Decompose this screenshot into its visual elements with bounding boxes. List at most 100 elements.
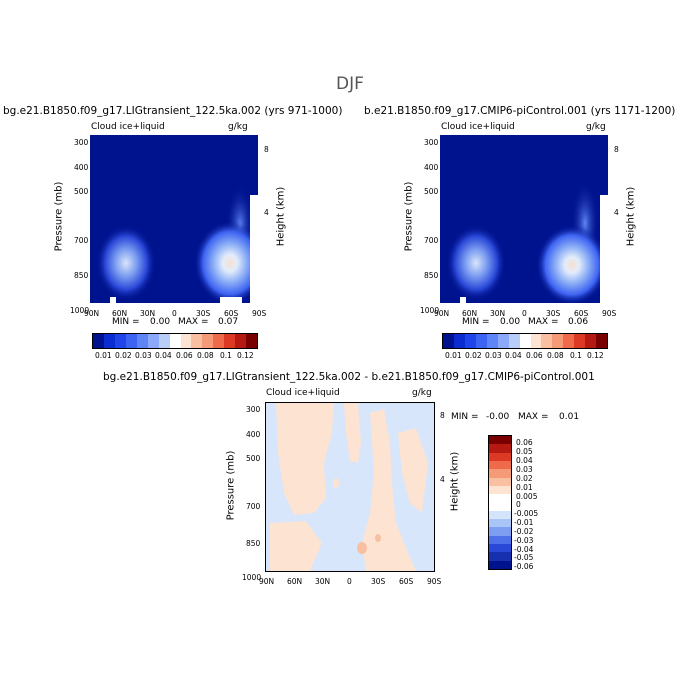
panel1-ylabel: Pressure (mb) [53,181,65,252]
panel3-ylabel: Pressure (mb) [225,450,237,521]
panel2-colorbar-swatch [574,334,586,348]
panel1-colorbar-swatch [180,334,192,348]
panel2-field [446,181,608,303]
panel2-y2label: Height (km) [625,186,637,247]
panel2-cb-label: 0.04 [505,351,522,360]
panel1-colorbar-swatch [224,334,236,348]
panel3-cb-label: -0.04 [514,545,534,554]
panel2-cb-label: 0.08 [547,351,564,360]
panel3-cb-label: -0.03 [514,536,534,545]
panel3-colorbar-swatch [489,452,511,461]
panel2-xtick-90n: 90N [434,309,450,318]
panel2-variable: Cloud ice+liquid [441,122,515,132]
panel2-cb-label: 0.1 [570,351,582,360]
panel3-ytick-700: 700 [246,502,261,511]
panel3-ytick-500: 500 [246,454,261,463]
panel3-y2tick-8: 8 [440,411,445,420]
panel3-xtick-60s: 60S [399,577,414,586]
panel3-max-value: 0.01 [559,412,580,422]
panel3-colorbar-swatch [489,460,511,470]
panel1-colorbar-swatch [114,334,126,348]
panel2-ytick-1000: 1000 [420,306,440,315]
panel1-cb-label: 0.04 [155,351,172,360]
panel3-colorbar-swatch [489,436,511,445]
panel2-y2tick-8: 8 [614,145,619,154]
panel1-colorbar-swatch [93,334,104,348]
panel1-colorbar-swatch [213,334,225,348]
panel2-ytick-850: 850 [424,271,439,280]
panel1-cb-label: 0.03 [135,351,152,360]
panel1-ytick-500: 500 [74,187,89,196]
panel1-cb-label: 0.02 [115,351,132,360]
panel1-cb-label: 0.01 [95,351,112,360]
panel1-variable: Cloud ice+liquid [91,122,165,132]
panel2-colorbar [442,333,608,349]
panel3-colorbar-swatch [489,469,511,478]
panel2-colorbar-swatch [552,334,564,348]
panel3-xtick-30s: 30S [371,577,386,586]
panel1-xtick-90s: 90S [252,309,267,318]
panel1-units: g/kg [228,122,248,132]
panel1-cb-label: 0.06 [176,351,193,360]
panel2-colorbar-swatch [464,334,476,348]
panel1-cb-label: 0.12 [237,351,254,360]
panel3-ytick-1000: 1000 [242,573,262,582]
panel1-xtick-0: 0 [172,309,177,318]
panel1-colorbar-swatch [125,334,137,348]
panel2-colorbar-swatch [596,334,608,348]
panel1-ytick-1000: 1000 [70,306,90,315]
panel3-ytick-400: 400 [246,430,261,439]
panel1-ytick-700: 700 [74,236,89,245]
panel3-y2label: Height (km) [449,451,461,512]
panel1-colorbar-swatch [147,334,159,348]
panel3-colorbar-swatch [489,519,511,528]
panel2-colorbar-swatch [519,334,531,348]
panel1-colorbar-swatch [202,334,214,348]
panel3-xtick-90s: 90S [427,577,442,586]
panel1-colorbar-swatch [169,334,181,348]
panel1-colorbar-swatch [246,334,258,348]
panel1-cb-label: 0.1 [220,351,232,360]
panel2-colorbar-swatch [497,334,509,348]
panel2-ytick-700: 700 [424,236,439,245]
panel2-colorbar-swatch [453,334,465,348]
panel2-cb-label: 0.02 [465,351,482,360]
panel3-colorbar-swatch [489,552,511,561]
panel3-ytick-300: 300 [246,405,261,414]
panel3-colorbar-swatch [489,527,511,536]
panel3-xtick-60n: 60N [287,577,303,586]
panel2-max-value: 0.06 [568,317,589,327]
panel2-min-label: MIN = [462,317,490,327]
panel1-y2label: Height (km) [275,186,287,247]
panel3-colorbar [488,435,512,570]
panel3-variable: Cloud ice+liquid [266,388,340,398]
panel2-xtick-30n: 30N [490,309,506,318]
panel3-cb-label: -0.005 [514,509,539,518]
panel3-cb-label: -0.05 [514,553,534,562]
panel3-max-label: MAX = [518,412,549,422]
panel2-cb-label: 0.03 [485,351,502,360]
panel1-y2tick-4: 4 [264,208,269,217]
panel3-y2tick-4: 4 [440,475,445,484]
panel3-ytick-850: 850 [246,539,261,548]
panel1-plot-area [90,135,258,303]
panel3-min-value: -0.00 [486,412,510,422]
panel2-colorbar-swatch [475,334,487,348]
panel3-cb-label: 0.04 [516,456,533,465]
panel1-ytick-400: 400 [74,163,89,172]
panel2-ytick-500: 500 [424,187,439,196]
panel3-cb-label: 0.03 [516,465,533,474]
panel2-colorbar-swatch [563,334,575,348]
panel2-ylabel: Pressure (mb) [403,181,415,252]
panel1-colorbar-swatch [158,334,170,348]
panel3-xtick-0: 0 [347,577,352,586]
panel2-colorbar-swatch [508,334,520,348]
panel1-max-value: 0.07 [218,317,239,327]
panel3-units: g/kg [412,388,432,398]
panel1-colorbar [92,333,258,349]
panel1-xtick-60n: 60N [112,309,128,318]
panel3-colorbar-swatch [489,502,511,511]
panel3-colorbar-swatch [489,510,511,520]
panel3-cb-label: -0.02 [514,527,534,536]
figure-title: DJF [336,74,364,94]
